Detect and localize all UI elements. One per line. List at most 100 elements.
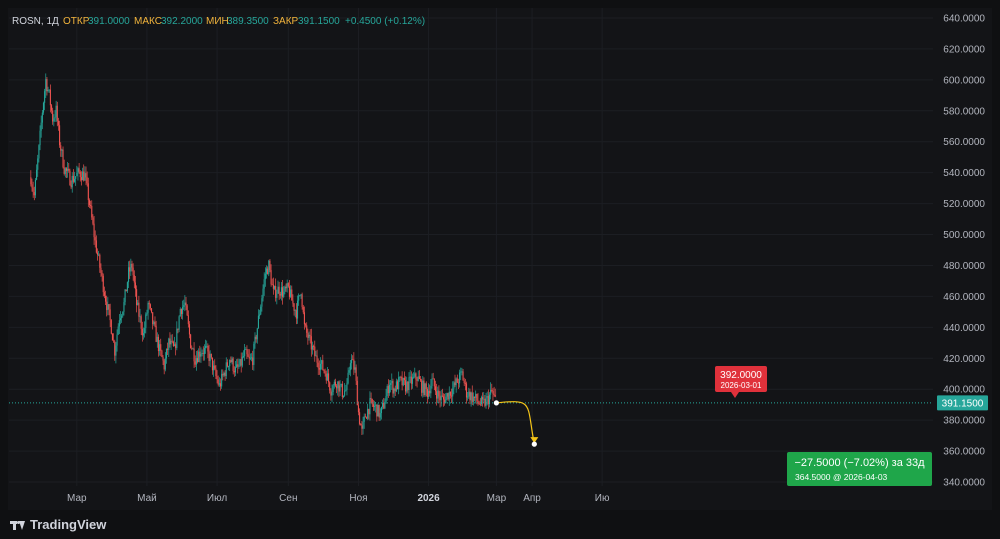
candle-body [441,395,443,397]
candle-body [103,292,105,296]
candle-body [375,404,377,406]
candle-body [347,372,349,384]
candle-body [237,364,239,367]
candle-body [352,359,354,361]
candle-body [339,385,341,392]
candle-body [447,393,449,400]
candle-body [124,289,126,303]
candle-body [409,376,411,378]
candle-body [76,172,78,177]
candle-body [313,346,315,347]
low-label: МИН [206,16,229,27]
candle-body [469,391,471,401]
candle-body [310,336,312,350]
candle-body [223,372,225,376]
candle-body [250,357,253,359]
candle-body [386,386,388,397]
candle-body [488,394,491,405]
candle-body [270,270,272,285]
candle-body [73,178,76,182]
candle-body [463,380,465,384]
candle-body [344,390,346,396]
candle-body [93,223,95,238]
candle-body [421,380,423,393]
candle-body [142,333,145,336]
chart-panel[interactable] [8,8,992,510]
candle-body [471,392,473,402]
candle-body [354,367,356,370]
candle-body [130,263,132,272]
candle-body [414,373,416,377]
candle-body [194,361,196,365]
price-tick-label: 400.0000 [943,385,985,396]
candle-body [176,328,178,349]
candle-body [276,293,278,298]
candle-body [393,388,395,394]
projection-curve [496,401,535,445]
candle-body [318,367,320,370]
candle-body [147,302,149,313]
candle-body [61,149,63,151]
candle-body [445,396,447,404]
candle-body [53,118,55,122]
candle-body [472,396,474,402]
candle-body [136,289,138,305]
candle-body [286,283,288,289]
candle-body [480,397,482,405]
candle-body [171,340,173,342]
candle-body [114,341,116,356]
candle-body [260,306,262,315]
candle-body [399,376,401,378]
projection-target-label: 364.5000 @ 2026-04-03 [795,472,888,482]
candle-body [37,158,39,170]
candle-body [275,286,277,298]
price-tick-label: 640.0000 [943,14,985,25]
candle-body [32,187,34,193]
candle-body [473,396,476,398]
candle-body [69,170,71,186]
candle-body [248,356,250,359]
candle-body [239,359,241,367]
candle-body [333,381,335,386]
candle-body [363,416,365,422]
candle-body [30,177,32,185]
candle-body [337,381,339,389]
candle-body [218,383,220,385]
candle-body [155,325,157,342]
candle-body [200,354,202,357]
candle-body [340,383,342,386]
candle-body [265,268,268,274]
candle-body [98,254,100,256]
candle-body [355,367,357,381]
candle-body [52,110,54,122]
candle-body [486,396,488,398]
tradingview-logo[interactable]: TradingView [10,517,106,532]
candle-body [141,328,143,336]
last-price-tag [937,395,988,411]
candle-body [123,302,125,312]
candle-body [125,289,127,292]
candle-body [342,395,345,397]
candle-body [338,381,340,392]
candle-body [263,279,265,289]
candle-body [105,295,107,302]
candle-body [183,305,185,307]
candle-body [460,371,462,373]
candle-body [294,310,296,311]
candle-body [187,315,189,325]
candle-body [302,306,304,313]
candle-body [116,334,118,346]
candle-body [369,398,371,415]
candle-body [323,369,325,372]
candle-body [219,383,222,387]
candle-body [229,359,231,367]
candle-body [367,409,369,419]
candle-body [199,351,201,357]
candle-body [324,371,326,374]
candle-body [222,373,224,376]
open-label: ОТКР [63,16,90,27]
candle-body [490,389,492,395]
last-price-label: 391.1500 [942,398,984,409]
candle-body [60,145,62,151]
